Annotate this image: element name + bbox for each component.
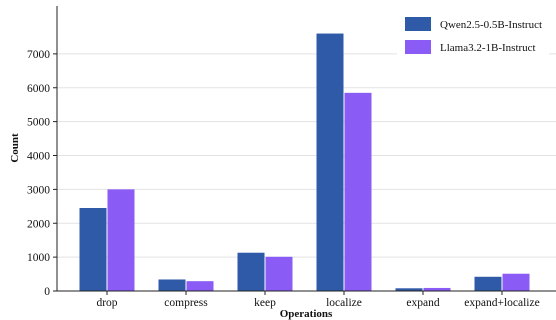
bars <box>79 33 530 292</box>
y-tick-label-4: 4000 <box>27 151 50 163</box>
gridlines <box>57 53 556 258</box>
legend-swatch-2 <box>405 40 431 54</box>
legend-swatch-1 <box>405 17 431 31</box>
x-ticks: drop compress keep localize expand expand+loc… <box>96 291 540 309</box>
x-tick-label-5: expand+localize <box>464 297 539 309</box>
bar-compress-series-2 <box>186 281 214 291</box>
legend: Qwen2.5-0.5B-Instruct Llama3.2-1B-Instruc… <box>397 10 549 62</box>
bar-keep-series-1 <box>237 252 265 291</box>
y-tick-label-2: 2000 <box>27 218 50 230</box>
y-tick-label-5: 5000 <box>27 117 50 129</box>
y-tick-label-7: 7000 <box>27 49 50 61</box>
bar-compress-series-1 <box>158 279 186 291</box>
bar-expand-localize-series-1 <box>474 276 502 291</box>
bar-expand-series-1 <box>395 288 423 291</box>
bar-localize-series-1 <box>316 33 344 292</box>
bar-drop-series-1 <box>79 208 107 291</box>
y-tick-label-0: 0 <box>44 286 50 298</box>
x-axis-title: Operations <box>280 308 333 320</box>
y-tick-label-6: 6000 <box>27 83 50 95</box>
y-ticks: 0 1000 2000 3000 4000 5000 6000 7000 <box>27 49 57 298</box>
legend-label-2: Llama3.2-1B-Instruct <box>440 42 536 54</box>
y-tick-label-3: 3000 <box>27 184 50 196</box>
bar-keep-series-2 <box>265 256 293 291</box>
x-tick-label-0: drop <box>96 297 117 309</box>
bar-drop-series-2 <box>107 189 135 291</box>
bar-expand-series-2 <box>423 287 451 291</box>
x-tick-label-2: keep <box>254 297 276 309</box>
bar-localize-series-2 <box>344 92 372 291</box>
y-axis-title: Count <box>9 133 21 163</box>
y-tick-label-1: 1000 <box>27 252 50 264</box>
x-tick-label-1: compress <box>164 297 208 309</box>
legend-label-1: Qwen2.5-0.5B-Instruct <box>440 19 542 31</box>
x-tick-label-3: localize <box>326 297 362 309</box>
bar-expand-localize-series-2 <box>502 273 530 291</box>
x-tick-label-4: expand <box>406 297 439 309</box>
